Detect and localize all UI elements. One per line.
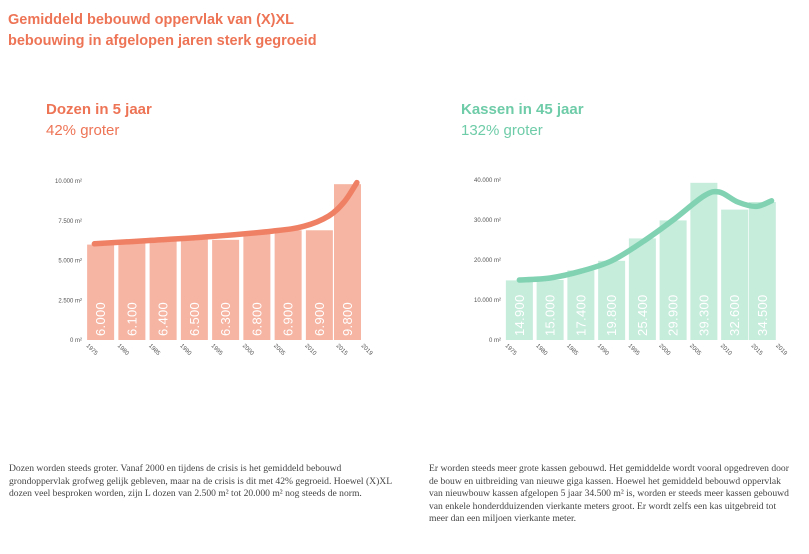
kassen-bar [598,260,626,340]
dozen-y-tick-label: 2.500 m² [58,298,82,304]
kassen-x-tick-label: 2019 [774,343,788,357]
dozen-bar-value-label: 6.900 [312,302,327,336]
kassen-y-tick-label: 30.000 m² [474,218,501,224]
kassen-bar [505,280,533,340]
headline-line-1: Gemiddeld bebouwd oppervlak van (X)XL [8,12,295,28]
kassen-x-tick-label: 1995 [627,343,641,357]
kassen-x-tick-label: 1985 [565,343,579,357]
right-chart-heading: Kassen in 45 jaar 132% groter [461,99,584,141]
dozen-x-tick-label: 2019 [360,343,374,357]
right-chart-title: Kassen in 45 jaar [461,101,584,118]
kassen-bar [659,220,687,340]
kassen-bar [567,270,595,340]
kassen-x-tick-label: 2010 [719,343,733,357]
dozen-bar-value-label: 6.300 [218,302,233,336]
kassen-bar-value-label: 19.800 [604,294,619,336]
kassen-x-tick-label: 1975 [504,343,518,357]
kassen-x-tick-label: 2005 [688,343,702,357]
dozen-y-tick-label: 0 m² [70,338,82,344]
dozen-x-tick-label: 1975 [85,343,99,357]
left-description: Dozen worden steeds groter. Vanaf 2000 e… [9,463,392,500]
kassen-bar-value-label: 14.900 [512,294,527,336]
dozen-x-tick-label: 1985 [147,343,161,357]
kassen-x-tick-label: 1990 [596,343,610,357]
dozen-bar-value-label: 6.800 [249,302,264,336]
kassen-y-tick-label: 40.000 m² [474,178,501,184]
dozen-y-tick-label: 7.500 m² [58,219,82,225]
left-chart-subtitle: 42% groter [46,122,120,139]
dozen-bar-value-label: 6.400 [156,302,171,336]
kassen-x-tick-label: 1980 [534,343,548,357]
dozen-bar [274,230,302,340]
dozen-x-tick-label: 2000 [241,343,255,357]
dozen-bar [87,244,115,340]
kassen-x-tick-label: 2015 [750,343,764,357]
dozen-bar-value-label: 6.000 [93,302,108,336]
dozen-x-tick-label: 1980 [116,343,130,357]
dozen-y-tick-label: 5.000 m² [58,259,82,265]
kassen-bar-value-label: 39.300 [696,294,711,336]
dozen-y-tick-label: 10.000 m² [55,179,82,185]
dozen-x-tick-label: 2005 [272,343,286,357]
dozen-bar [243,231,271,340]
dozen-x-tick-label: 1990 [178,343,192,357]
left-chart-title: Dozen in 5 jaar [46,101,152,118]
dozen-bar [212,239,240,340]
dozen-bar-value-label: 6.100 [124,302,139,336]
dozen-x-tick-label: 2010 [303,343,317,357]
kassen-bar-value-label: 15.000 [543,294,558,336]
kassen-bar-value-label: 25.400 [635,294,650,336]
dozen-bar-value-label: 9.800 [340,302,355,336]
kassen-bar-value-label: 34.500 [755,294,770,336]
kassen-x-tick-label: 2000 [657,343,671,357]
kassen-bar [690,182,718,340]
dozen-bar [118,243,146,340]
headline: Gemiddeld bebouwd oppervlak van (X)XL be… [8,10,317,52]
kassen-bar [748,202,776,340]
kassen-bar [721,209,749,340]
kassen-y-tick-label: 20.000 m² [474,258,501,264]
dozen-trend-line [91,179,360,247]
dozen-x-tick-label: 2015 [335,343,349,357]
kassen-bar [536,280,564,340]
right-description: Er worden steeds meer grote kassen gebou… [429,463,789,525]
kassen-bar-value-label: 29.900 [666,294,681,336]
kassen-bar-value-label: 32.600 [727,294,742,336]
left-chart-heading: Dozen in 5 jaar 42% groter [46,99,152,141]
kassen-y-tick-label: 10.000 m² [474,298,501,304]
dozen-bar [180,236,208,340]
kassen-bar [628,238,656,340]
dozen-bar-chart: 0 m² 2.500 m² 5.000 m² 7.500 m² 10.000 m² 6.0… [55,179,374,357]
dozen-bar-value-label: 6.500 [187,302,202,336]
right-chart-subtitle: 132% groter [461,122,543,139]
kassen-trend-line [516,188,775,283]
dozen-bar-value-label: 6.900 [281,302,296,336]
kassen-bar-chart: 0 m² 10.000 m² 20.000 m² 30.000 m² 40.000 m²… [474,178,788,357]
headline-line-2: bebouwing in afgelopen jaren sterk gegro… [8,33,317,49]
dozen-bar [149,238,177,340]
kassen-bar-value-label: 17.400 [573,294,588,336]
dozen-bar [305,230,333,340]
dozen-x-tick-label: 1995 [210,343,224,357]
kassen-y-tick-label: 0 m² [489,338,501,344]
